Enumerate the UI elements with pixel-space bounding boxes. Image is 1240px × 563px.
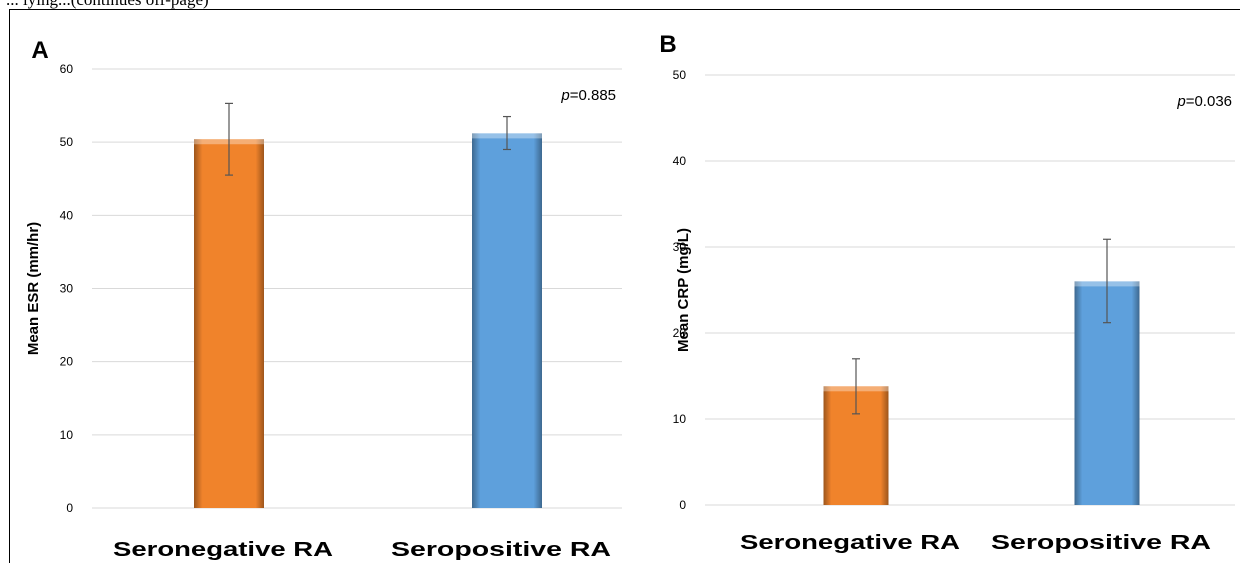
y-tick-label: 30 [60,282,74,296]
p-value-symbol: p [560,87,569,104]
y-tick-label: 30 [673,240,687,254]
header-fragment: ... lying...(continues off-page) [6,0,209,10]
y-axis-label: Mean ESR (mm/hr) [25,222,42,355]
x-category-label: Seronegative RA [740,532,960,554]
x-category-label: Seronegative RA [113,539,333,561]
y-tick-label: 10 [60,428,74,442]
y-tick-label: 60 [60,62,74,76]
panel-letter: A [31,37,48,64]
y-tick-label: 0 [66,501,73,515]
y-tick-label: 0 [679,498,686,512]
x-category-label: Seropositive RA [991,532,1211,554]
figure-left-border [9,9,10,563]
panel-b-chart: B 0 10 20 30 40 50 Mean CRP (mg/L) Seronegative … [659,31,1235,554]
y-tick-label: 20 [60,355,74,369]
p-value-symbol: p [1176,93,1185,110]
y-tick-label: 20 [673,326,687,340]
panel-letter: B [659,31,676,58]
clipped-header-text: ... lying...(continues off-page) [0,0,1240,10]
y-tick-label: 50 [60,135,74,149]
y-tick-label: 40 [673,154,687,168]
y-axis-label: Mean CRP (mg/L) [675,228,692,352]
y-tick-label: 10 [673,412,687,426]
x-category-label: Seropositive RA [391,539,611,561]
y-tick-label: 50 [673,68,687,82]
p-value-number: =0.885 [570,87,616,104]
y-tick-label: 40 [60,208,74,222]
figure-top-border [9,9,1240,10]
panel-a-chart: A 0 10 20 30 40 50 60 Mean ESR (mm/hr) Seronegati… [25,37,622,561]
bar-shading [472,133,542,509]
p-value-annotation: p=0.036 [1176,93,1232,110]
p-value-annotation: p=0.885 [560,87,616,104]
p-value-number: =0.036 [1186,93,1232,110]
bar-shading [194,139,264,509]
